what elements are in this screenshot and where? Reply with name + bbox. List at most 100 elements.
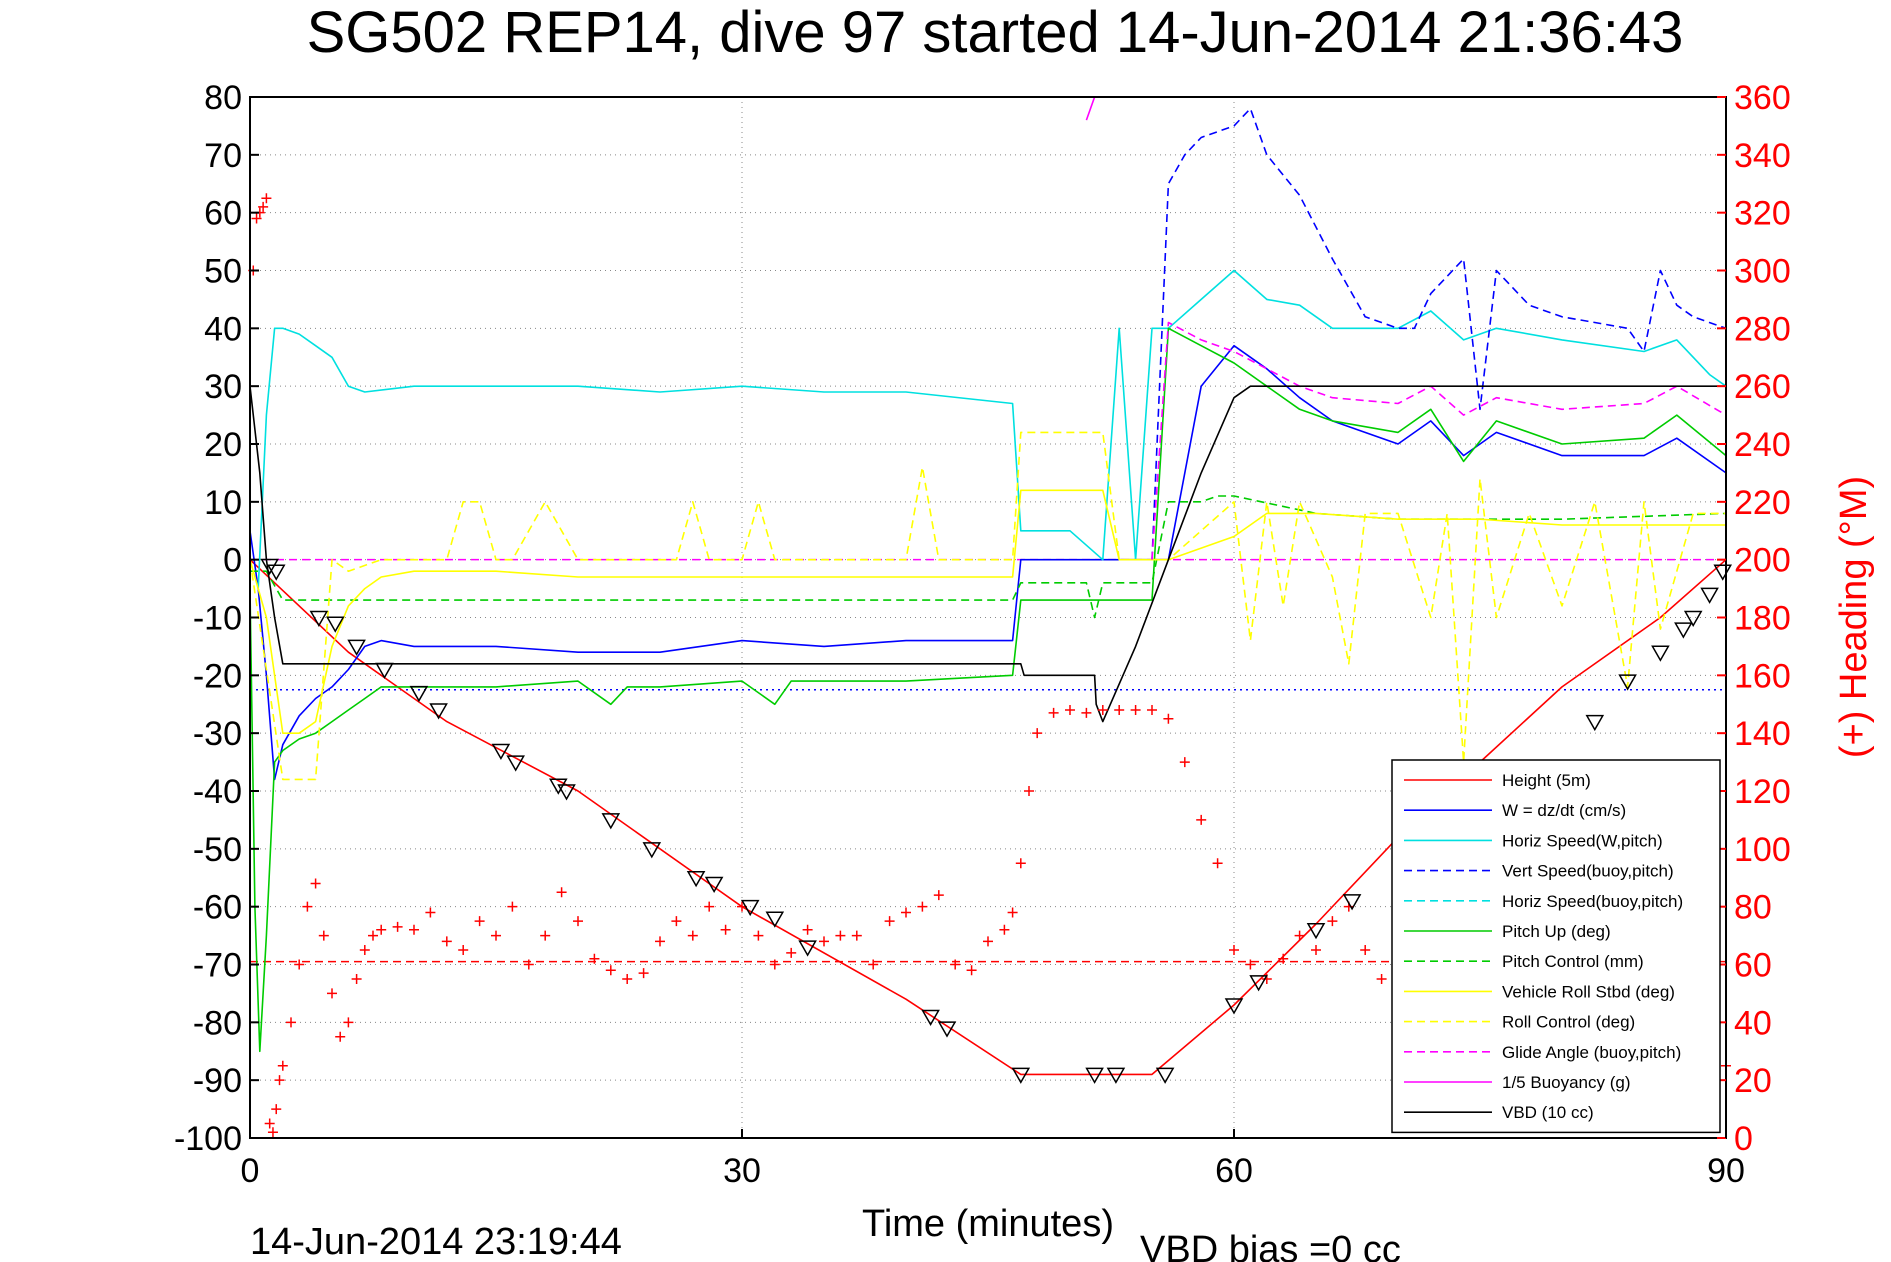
- heading-point: [687, 930, 698, 941]
- heading-point: [277, 1060, 288, 1071]
- heading-point: [274, 1075, 285, 1086]
- triangle-marker: [260, 558, 279, 575]
- y-tick-label: 0: [223, 542, 242, 580]
- y-tick-label: 20: [204, 426, 242, 464]
- legend-label: Vert Speed(buoy,pitch): [1502, 862, 1674, 881]
- y2-tick-label: 220: [1734, 484, 1791, 522]
- triangle-marker: [347, 639, 366, 656]
- triangle-marker: [798, 940, 817, 957]
- heading-point: [302, 901, 313, 912]
- y-tick-label: -10: [193, 600, 242, 638]
- heading-point: [638, 968, 649, 979]
- heading-point: [1294, 930, 1305, 941]
- legend-label: Pitch Control (mm): [1502, 952, 1644, 971]
- heading-point: [251, 213, 262, 224]
- heading-point: [261, 193, 272, 204]
- y-tick-label: -20: [193, 657, 242, 695]
- heading-point: [819, 936, 829, 947]
- heading-point: [376, 924, 387, 935]
- y-tick-label: 60: [204, 195, 242, 233]
- legend-label: W = dz/dt (cm/s): [1502, 801, 1626, 820]
- footer-vbd-bias: VBD bias =0 cc: [1140, 1229, 1401, 1262]
- y2-tick-label: 240: [1734, 426, 1791, 464]
- legend-label: VBD (10 cc): [1502, 1103, 1594, 1122]
- heading-point: [271, 1104, 282, 1115]
- y2-tick-label: 280: [1734, 310, 1791, 348]
- legend-label: Horiz Speed(buoy,pitch): [1502, 892, 1683, 911]
- heading-point: [351, 973, 362, 984]
- y-tick-label: 70: [204, 137, 242, 175]
- triangle-marker: [740, 899, 760, 917]
- heading-point: [753, 930, 764, 941]
- legend-label: Height (5m): [1502, 771, 1591, 790]
- series-line-5: [249, 327, 1727, 1053]
- heading-point: [335, 1031, 346, 1042]
- y2-tick-label: 320: [1734, 195, 1791, 233]
- legend: Height (5m) W = dz/dt (cm/s) Horiz Speed(W…: [1391, 759, 1721, 1134]
- y2-tick-label: 100: [1734, 831, 1791, 869]
- triangle-marker: [325, 616, 345, 633]
- heading-point: [1360, 945, 1371, 956]
- heading-point: [540, 930, 551, 941]
- heading-point: [1015, 858, 1026, 869]
- y-tick-label: -50: [193, 831, 242, 869]
- y2-tick-label: 140: [1734, 715, 1791, 753]
- y-tick-label: -60: [193, 889, 242, 927]
- series-line-10: [1085, 96, 1096, 121]
- series-line-9: [1151, 321, 1727, 560]
- heading-point: [359, 945, 370, 956]
- heading-point: [409, 924, 419, 935]
- series-line-1: [249, 344, 1727, 781]
- legend-label: Pitch Up (deg): [1502, 922, 1611, 941]
- heading-point: [1163, 713, 1174, 724]
- heading-point: [1278, 953, 1289, 964]
- heading-point: [1196, 814, 1207, 825]
- triangle-marker: [1085, 1067, 1104, 1084]
- y-tick-label: -30: [193, 715, 242, 753]
- heading-point: [835, 930, 846, 941]
- series-line-6: [250, 495, 1727, 619]
- triangle-marker: [1700, 587, 1719, 604]
- y2-tick-label: 60: [1734, 947, 1772, 985]
- x-tick-label: 30: [723, 1152, 761, 1190]
- triangle-marker: [266, 564, 286, 581]
- y2-tick-label: 180: [1734, 600, 1791, 638]
- heading-point: [1024, 786, 1034, 796]
- series-line-7: [249, 489, 1726, 735]
- heading-point: [425, 907, 436, 918]
- triangle-marker: [557, 784, 576, 801]
- heading-point: [286, 1017, 296, 1028]
- heading-point: [318, 930, 329, 941]
- y2-tick-label: 160: [1734, 657, 1791, 695]
- triangle-marker: [686, 871, 706, 888]
- heading-point: [294, 959, 305, 970]
- heading-point: [605, 965, 616, 976]
- heading-point: [802, 924, 813, 935]
- y2-tick-label: 0: [1734, 1120, 1753, 1158]
- heading-point: [458, 945, 469, 956]
- heading-point: [1081, 707, 1092, 718]
- heading-point: [368, 930, 378, 941]
- triangle-marker: [1683, 610, 1703, 628]
- heading-point: [884, 916, 895, 927]
- triangle-marker: [704, 876, 724, 894]
- heading-point: [720, 924, 731, 935]
- triangle-marker: [921, 1009, 940, 1027]
- heading-point: [474, 916, 485, 927]
- x-tick-label: 90: [1707, 1152, 1745, 1190]
- heading-point: [573, 916, 583, 927]
- heading-point: [769, 959, 780, 970]
- x-tick-label: 0: [241, 1152, 260, 1190]
- series-line-2: [257, 269, 1727, 589]
- heading-point: [999, 924, 1010, 935]
- heading-point: [671, 916, 682, 927]
- heading-point: [1007, 907, 1018, 918]
- heading-point: [868, 959, 879, 970]
- heading-point: [1229, 945, 1239, 956]
- triangle-marker: [1585, 714, 1605, 732]
- heading-point: [1147, 705, 1157, 716]
- y2-tick-label: 80: [1734, 889, 1772, 927]
- y2-tick-label: 360: [1734, 79, 1791, 117]
- heading-point: [786, 947, 797, 958]
